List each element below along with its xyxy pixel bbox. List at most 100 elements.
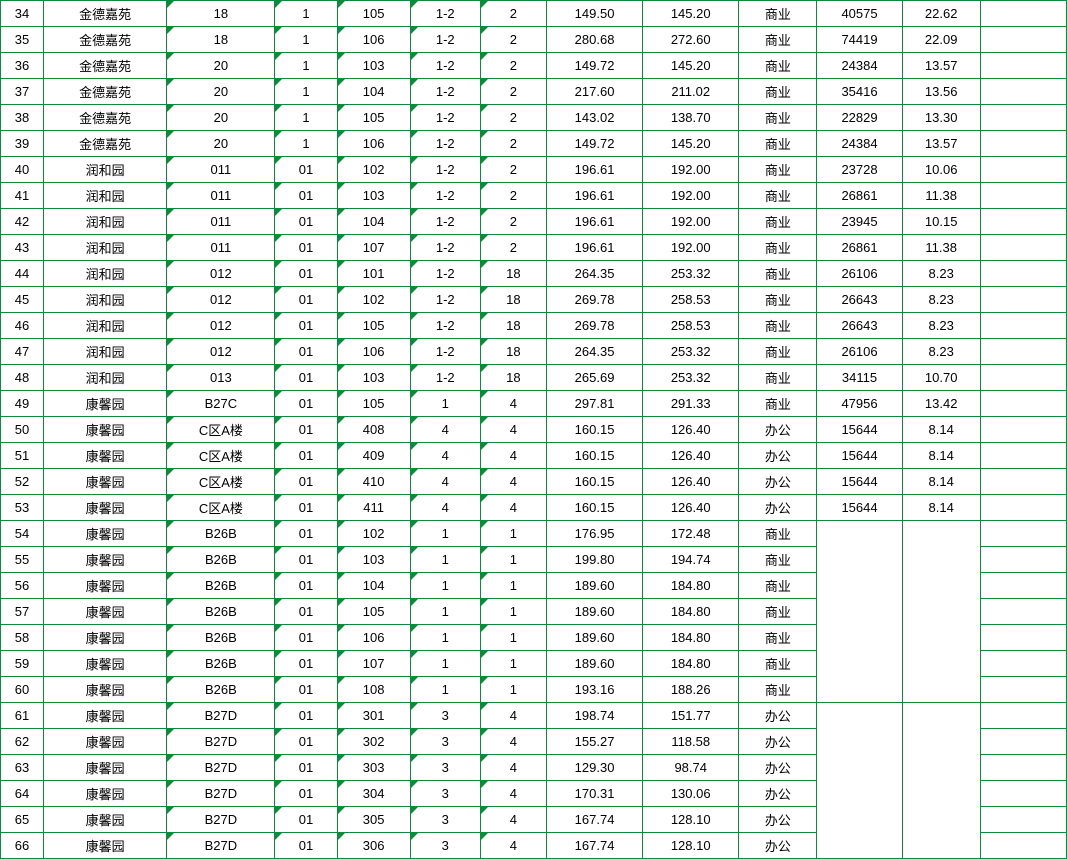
cell-unit-price [901, 520, 981, 703]
cell-remark [979, 676, 1067, 703]
cell-remark [979, 182, 1067, 209]
cell-total-amount: 35416 [816, 78, 903, 105]
cell-usage: 商业 [738, 598, 818, 625]
cell-area-gross: 167.74 [545, 806, 644, 833]
cell-unit: 01 [274, 338, 338, 365]
cell-unit: 01 [274, 468, 338, 495]
cell-total-amount: 24384 [816, 130, 903, 157]
cell-room: 411 [336, 494, 411, 521]
cell-project: 润和园 [43, 286, 168, 313]
cell-floor: 4 [479, 416, 547, 443]
cell-project: 康馨园 [43, 624, 168, 651]
cell-project: 康馨园 [43, 572, 168, 599]
cell-index: 59 [0, 650, 45, 677]
cell-room: 104 [336, 208, 411, 235]
cell-floor: 2 [479, 234, 547, 261]
cell-floor-range: 4 [409, 442, 481, 469]
cell-area-net: 253.32 [642, 260, 740, 287]
cell-usage: 办公 [738, 754, 818, 781]
cell-usage: 商业 [738, 676, 818, 703]
cell-project: 康馨园 [43, 442, 168, 469]
cell-floor-range: 1-2 [409, 208, 481, 235]
cell-unit-price: 22.62 [901, 0, 981, 27]
cell-floor: 2 [479, 52, 547, 79]
table-row: 35 金德嘉苑 18 1 106 1-2 2 280.68 272.60 商业 74419 22.09 [0, 26, 1067, 53]
cell-floor: 4 [479, 780, 547, 807]
cell-floor: 4 [479, 442, 547, 469]
cell-building: 20 [166, 52, 276, 79]
cell-usage: 商业 [738, 182, 818, 209]
cell-unit-price: 10.15 [901, 208, 981, 235]
cell-project: 康馨园 [43, 702, 168, 729]
cell-building: B27D [166, 728, 276, 755]
cell-project: 润和园 [43, 234, 168, 261]
cell-remark [979, 416, 1067, 443]
cell-remark [979, 754, 1067, 781]
cell-project: 康馨园 [43, 390, 168, 417]
cell-area-gross: 160.15 [545, 442, 644, 469]
cell-remark [979, 338, 1067, 365]
table-row: 34 金德嘉苑 18 1 105 1-2 2 149.50 145.20 商业 40575 22.62 [0, 0, 1067, 27]
cell-unit-price: 8.23 [901, 286, 981, 313]
cell-unit: 01 [274, 208, 338, 235]
cell-total-amount: 40575 [816, 0, 903, 27]
cell-room: 105 [336, 0, 411, 27]
cell-area-net: 211.02 [642, 78, 740, 105]
cell-index: 57 [0, 598, 45, 625]
cell-index: 55 [0, 546, 45, 573]
cell-unit: 01 [274, 806, 338, 833]
cell-remark [979, 780, 1067, 807]
cell-unit: 01 [274, 780, 338, 807]
cell-project: 金德嘉苑 [43, 26, 168, 53]
cell-area-gross: 199.80 [545, 546, 644, 573]
cell-unit: 01 [274, 234, 338, 261]
cell-room: 106 [336, 130, 411, 157]
cell-building: C区A楼 [166, 494, 276, 521]
cell-room: 409 [336, 442, 411, 469]
table-row: 37 金德嘉苑 20 1 104 1-2 2 217.60 211.02 商业 35416 13.56 [0, 78, 1067, 105]
cell-area-net: 194.74 [642, 546, 740, 573]
cell-usage: 商业 [738, 390, 818, 417]
cell-project: 康馨园 [43, 676, 168, 703]
cell-building: 012 [166, 286, 276, 313]
cell-area-net: 192.00 [642, 234, 740, 261]
cell-area-gross: 269.78 [545, 312, 644, 339]
cell-project: 金德嘉苑 [43, 0, 168, 27]
cell-building: 18 [166, 0, 276, 27]
cell-project: 康馨园 [43, 780, 168, 807]
cell-building: B27D [166, 806, 276, 833]
cell-unit: 01 [274, 494, 338, 521]
table-row: 48 润和园 013 01 103 1-2 18 265.69 253.32 商业 34115 10.… [0, 364, 1067, 391]
cell-index: 62 [0, 728, 45, 755]
cell-floor: 4 [479, 806, 547, 833]
cell-project: 润和园 [43, 338, 168, 365]
cell-room: 103 [336, 546, 411, 573]
cell-unit: 01 [274, 546, 338, 573]
cell-floor: 1 [479, 520, 547, 547]
cell-room: 408 [336, 416, 411, 443]
cell-unit: 01 [274, 286, 338, 313]
table-row: 42 润和园 011 01 104 1-2 2 196.61 192.00 商业 23945 10.1… [0, 208, 1067, 235]
cell-floor: 4 [479, 468, 547, 495]
cell-building: 011 [166, 182, 276, 209]
cell-total-amount [816, 702, 903, 859]
cell-area-gross: 264.35 [545, 260, 644, 287]
cell-building: 012 [166, 338, 276, 365]
cell-total-amount: 26861 [816, 182, 903, 209]
cell-area-net: 188.26 [642, 676, 740, 703]
cell-unit: 01 [274, 624, 338, 651]
table-row: 41 润和园 011 01 103 1-2 2 196.61 192.00 商业 26861 11.3… [0, 182, 1067, 209]
cell-project: 润和园 [43, 364, 168, 391]
cell-building: 011 [166, 156, 276, 183]
cell-remark [979, 208, 1067, 235]
cell-area-gross: 196.61 [545, 208, 644, 235]
cell-room: 107 [336, 650, 411, 677]
cell-building: 011 [166, 234, 276, 261]
cell-floor-range: 1-2 [409, 260, 481, 287]
cell-usage: 商业 [738, 208, 818, 235]
cell-building: B26B [166, 572, 276, 599]
cell-room: 410 [336, 468, 411, 495]
cell-unit-price: 11.38 [901, 182, 981, 209]
cell-usage: 商业 [738, 104, 818, 131]
table-row: 47 润和园 012 01 106 1-2 18 264.35 253.32 商业 26106 8.2… [0, 338, 1067, 365]
